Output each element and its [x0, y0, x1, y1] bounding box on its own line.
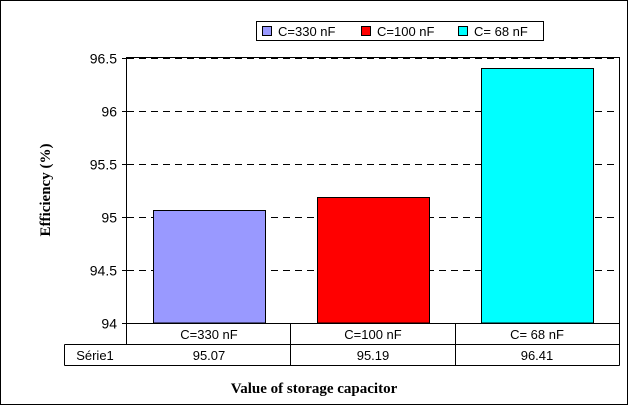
bar: [317, 197, 430, 324]
data-table: Série1 C=330 nF 95.07 C=100 nF 95.19 C= 68 n…: [64, 323, 620, 366]
y-tick-label: 96.5: [90, 51, 117, 67]
y-tick-label: 94.5: [90, 263, 117, 279]
y-tick-label: 95: [101, 210, 117, 226]
table-value: 96.41: [521, 348, 554, 363]
legend: C=330 nF C=100 nF C= 68 nF: [256, 21, 544, 41]
table-row-label: Série1: [76, 348, 114, 363]
y-axis: 94 94.5 95 95.5 96 96.5: [90, 51, 127, 332]
legend-swatch: [458, 26, 468, 36]
bar: [153, 210, 266, 324]
table-category-label: C=100 nF: [344, 327, 402, 342]
table-category-label: C= 68 nF: [510, 327, 564, 342]
legend-swatch: [262, 26, 272, 36]
y-tick-label: 94: [101, 316, 117, 332]
table-category-label: C=330 nF: [180, 327, 238, 342]
y-axis-title: Efficiency (%): [38, 144, 54, 237]
bar: [481, 68, 594, 324]
legend-box: [256, 21, 544, 41]
legend-label: C=330 nF: [278, 24, 336, 39]
table-value: 95.19: [357, 348, 390, 363]
y-tick-label: 95.5: [90, 157, 117, 173]
legend-swatch: [361, 26, 371, 36]
legend-label: C=100 nF: [377, 24, 435, 39]
table-value: 95.07: [193, 348, 226, 363]
legend-label: C= 68 nF: [474, 24, 528, 39]
y-tick-label: 96: [101, 104, 117, 120]
bars: [153, 68, 594, 324]
x-axis-title: Value of storage capacitor: [231, 381, 398, 397]
